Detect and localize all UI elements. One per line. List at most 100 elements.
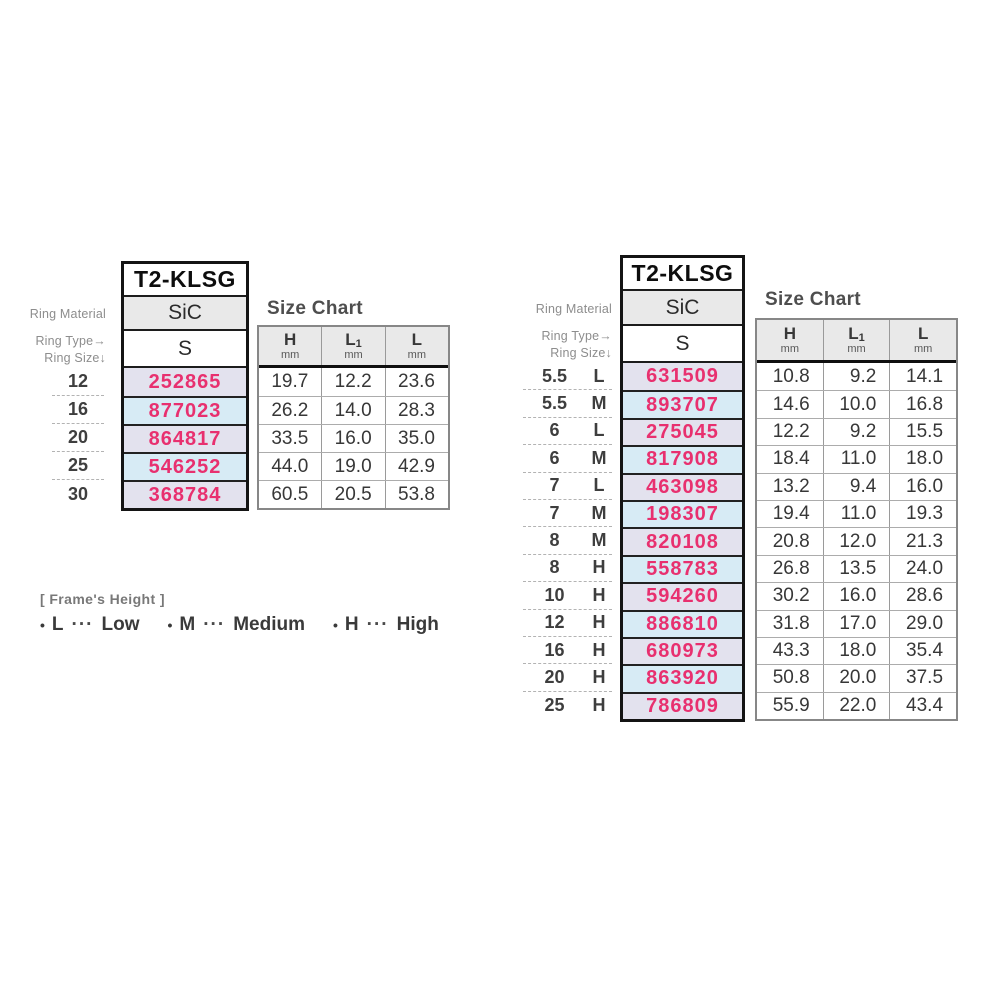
part-number: 546252 (124, 452, 246, 480)
bullet-icon: • (40, 617, 45, 633)
size-label-row: 5.5 M (523, 390, 612, 418)
dimension-H: 60.5 (271, 483, 309, 505)
ring-type-size-label: Ring Type→ Ring Size↓ (18, 331, 106, 368)
table-row: 30.2 16.0 28.6 (757, 582, 956, 610)
ring-size-value: 25 (544, 694, 565, 715)
ellipsis-separator: ··· (71, 614, 94, 635)
column-name: L1 (345, 330, 362, 350)
size-label-row: 7 L (523, 473, 612, 500)
bullet-icon: • (167, 617, 173, 633)
ring-size-value: 8 (549, 557, 560, 578)
column-unit: mm (407, 349, 426, 361)
left-size-chart-rows: 19.7 12.2 23.6 26.2 14.0 28.3 33.5 16.0 … (259, 368, 448, 508)
ring-material-value: SiC (623, 291, 742, 326)
model-name: T2-KLSG (124, 264, 246, 297)
part-number: 594260 (623, 582, 742, 610)
legend-item: • M ··· Medium (168, 614, 306, 636)
dimension-L: 28.6 (889, 583, 956, 610)
size-label-row: 20 (52, 424, 104, 452)
left-size-chart-table: H mm L1 mm L mm (257, 325, 450, 510)
column-unit: mm (780, 343, 799, 355)
size-label-row: 7 M (523, 500, 612, 528)
size-label-row: 25 (52, 452, 104, 480)
table-row: 31.8 17.0 29.0 (757, 609, 956, 637)
dimension-L: 19.3 (889, 500, 956, 528)
legend-label: High (396, 614, 439, 635)
dimension-L1: 19.0 (321, 453, 384, 480)
frame-height-letter: L (593, 475, 605, 496)
part-number: 817908 (623, 445, 742, 473)
dimension-H: 31.8 (772, 612, 810, 634)
column-unit: mm (344, 349, 363, 361)
dimension-L1: 11.0 (822, 500, 890, 528)
legend-key: H (344, 614, 359, 635)
ring-type-size-label: Ring Type→ Ring Size↓ (515, 326, 612, 363)
ring-size-value: 5.5 (541, 365, 568, 386)
size-label-row: 6 L (523, 418, 612, 446)
ellipsis-separator: ··· (203, 614, 226, 635)
frame-height-letter: H (592, 584, 606, 605)
part-number: 786809 (623, 691, 742, 720)
ring-size-value: 20 (544, 666, 565, 687)
table-row: 43.3 18.0 35.4 (757, 636, 956, 665)
dimension-H: 26.2 (271, 399, 309, 421)
ring-size-value: 5.5 (541, 393, 568, 414)
dimension-H: 18.4 (772, 448, 810, 470)
table-row: 26.2 14.0 28.3 (259, 396, 448, 424)
ring-size-value: 16 (544, 639, 565, 660)
size-label-row: 16 H (523, 637, 612, 665)
legend-items: • L ··· Low • M ··· Medium • H ··· High (40, 614, 439, 636)
dimension-L: 15.5 (889, 418, 956, 446)
column-header: H mm (757, 320, 823, 360)
ring-type-value: S (623, 326, 742, 363)
part-number: 877023 (124, 396, 246, 424)
frame-height-letter: H (592, 612, 606, 633)
table-row: 12.2 9.2 15.5 (757, 417, 956, 446)
part-number: 886810 (623, 609, 742, 637)
ring-type-label: Ring Type→ (541, 329, 612, 344)
table-row: 18.4 11.0 18.0 (757, 445, 956, 473)
dimension-L1: 9.4 (822, 473, 890, 500)
ring-size-value: 6 (549, 447, 560, 468)
ring-size-value: 25 (67, 455, 89, 475)
frame-height-legend: [ Frame's Height ] • L ··· Low • M ··· M… (40, 591, 439, 636)
dimension-L: 21.3 (889, 528, 956, 555)
table-row: 19.7 12.2 23.6 (259, 368, 448, 396)
part-number: 863920 (623, 664, 742, 692)
column-name: H (783, 324, 796, 343)
dimension-H: 55.9 (772, 694, 810, 716)
right-size-chart-rows: 10.8 9.2 14.1 14.6 10.0 16.8 12.2 9.2 15… (757, 363, 956, 720)
dimension-L: 24.0 (889, 555, 956, 583)
ellipsis-separator: ··· (366, 614, 389, 635)
table-row: 13.2 9.4 16.0 (757, 472, 956, 500)
legend-label: Low (101, 614, 140, 635)
dimension-L: 28.3 (384, 397, 448, 424)
ring-size-value: 7 (549, 475, 560, 496)
column-name: L (411, 330, 423, 349)
size-label-row: 12 (52, 368, 104, 396)
dimension-H: 43.3 (772, 640, 810, 662)
table-row: 20.8 12.0 21.3 (757, 527, 956, 555)
legend-item: • L ··· Low (40, 614, 140, 636)
part-number: 275045 (623, 417, 742, 446)
legend-key: M (179, 614, 196, 635)
dimension-H: 30.2 (772, 585, 810, 607)
frame-height-letter: H (592, 666, 606, 687)
dimension-L: 37.5 (889, 665, 956, 692)
dimension-H: 12.2 (772, 420, 810, 442)
size-label-row: 8 H (523, 555, 612, 583)
part-number: 558783 (623, 554, 742, 583)
right-size-label-list: 5.5 L 5.5 M 6 L 6 M (523, 363, 612, 719)
left-size-label-list: 12 16 20 25 30 (52, 368, 104, 508)
ring-material-label: Ring Material (535, 301, 612, 316)
dimension-L: 53.8 (384, 481, 448, 508)
ring-type-value: S (124, 331, 246, 368)
dimension-L1: 12.0 (822, 528, 890, 555)
dimension-H: 26.8 (772, 557, 810, 579)
dimension-H: 10.8 (772, 365, 810, 387)
dimension-L1: 22.0 (822, 692, 890, 720)
ring-size-value: 30 (67, 483, 89, 504)
column-unit: mm (847, 343, 866, 355)
right-row-labels: Ring Material Ring Type→ Ring Size↓ 5.5 … (515, 255, 612, 719)
